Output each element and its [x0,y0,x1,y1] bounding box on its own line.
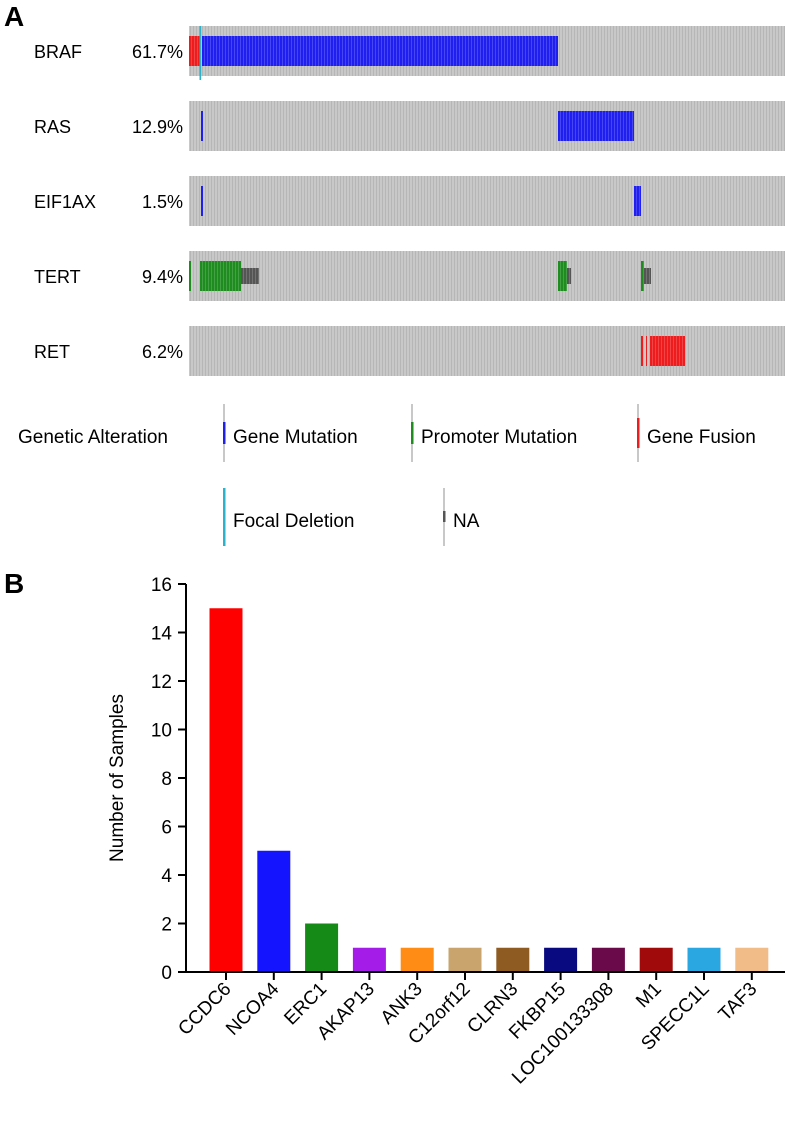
ras-gene-mutation-block [558,111,634,141]
bar-m1 [639,947,673,971]
y-tick-label: 14 [151,624,173,645]
bar-fkbp15 [544,947,578,971]
tert-na-block-3 [644,268,651,284]
alteration-percent: 12.9% [132,117,183,137]
y-tick-label: 12 [151,672,172,693]
legend-title: Genetic Alteration [18,427,168,448]
legend-label: Gene Mutation [233,427,358,448]
legend-label: Gene Fusion [647,427,756,448]
gene-label: EIF1AX [34,192,96,212]
alteration-percent: 1.5% [142,192,183,212]
oncoprint: BRAF 61.7% RAS 12.9% EIF1AX 1.5% TERT 9.4% RET 6.… [34,26,785,376]
bar-clrn3 [496,947,530,971]
y-tick-label: 10 [151,721,172,742]
y-tick-label: 4 [161,866,172,887]
alteration-percent: 61.7% [132,42,183,62]
legend-swatch [443,511,446,522]
ret-gene-fusion-mark-2 [646,336,647,366]
tert-promoter-mutation-block-3 [641,261,644,291]
oncoprint-row-ret: RET 6.2% [34,326,785,376]
y-axis-label: Number of Samples [107,694,128,862]
tert-promoter-mutation-mark [189,261,191,291]
legend-item-na: NA [443,488,480,546]
x-tick-label: TAF3 [715,979,762,1026]
oncoprint-row-eif1ax: EIF1AX 1.5% [34,176,785,226]
oncoprint-row-ras: RAS 12.9% [34,101,785,151]
bar-ank3 [400,947,434,971]
bar-taf3 [735,947,769,971]
x-tick-label: NCOA4 [222,978,283,1039]
legend-swatch [223,422,226,444]
bar-specc1l [687,947,721,971]
bar-erc1 [305,923,339,971]
x-tick-label: M1 [632,979,666,1013]
y-tick-label: 2 [161,915,172,936]
bar-ccdc6 [209,608,243,971]
legend-item-focal-deletion: Focal Deletion [223,488,354,546]
legend-swatch [223,488,226,546]
y-tick-label: 0 [161,963,172,984]
alteration-percent: 9.4% [142,267,183,287]
sample-columns [190,176,785,226]
legend-label: Focal Deletion [233,511,354,532]
y-tick-label: 16 [151,575,172,596]
legend-swatch [637,418,640,448]
braf-gene-fusion-block [189,36,200,66]
oncoprint-row-tert: TERT 9.4% [34,251,785,301]
alteration-legend: Genetic Alteration Gene Mutation Promoter … [18,404,756,546]
braf-focal-deletion-mark [199,26,202,80]
y-tick-label: 6 [161,818,172,839]
alteration-percent: 6.2% [142,342,183,362]
bar-akap13 [352,947,386,971]
legend-label: NA [453,511,480,532]
bar-loc100133308 [591,947,625,971]
ras-gene-mutation-mark [201,111,203,141]
fusion-partner-bar-chart: 0 2 4 6 8 10 12 14 16 Number of Samples CCDC6NCOA4… [107,575,785,1088]
eif1ax-gene-mutation-block [634,186,641,216]
ret-gene-fusion-mark [641,336,643,366]
tert-na-block [241,268,259,284]
bar-c12orf12 [448,947,482,971]
braf-gene-mutation-block [202,36,558,66]
gene-label: TERT [34,267,81,287]
y-tick-label: 8 [161,769,172,790]
legend-swatch [411,422,414,444]
gene-label: RET [34,342,70,362]
tert-promoter-mutation-block [200,261,241,291]
eif1ax-gene-mutation-mark [201,186,203,216]
bar-ncoa4 [257,850,291,971]
panel-a-label: A [4,1,24,32]
x-tick-label: CCDC6 [174,979,235,1040]
panel-b-label: B [4,568,24,599]
gene-label: RAS [34,117,71,137]
legend-item-promoter-mutation: Promoter Mutation [411,404,577,462]
legend-item-gene-fusion: Gene Fusion [637,404,756,462]
tert-promoter-mutation-block-2 [558,261,567,291]
legend-item-gene-mutation: Gene Mutation [223,404,358,462]
tert-na-block-2 [567,268,571,284]
legend-label: Promoter Mutation [421,427,577,448]
ret-gene-fusion-block [650,336,685,366]
gene-label: BRAF [34,42,82,62]
